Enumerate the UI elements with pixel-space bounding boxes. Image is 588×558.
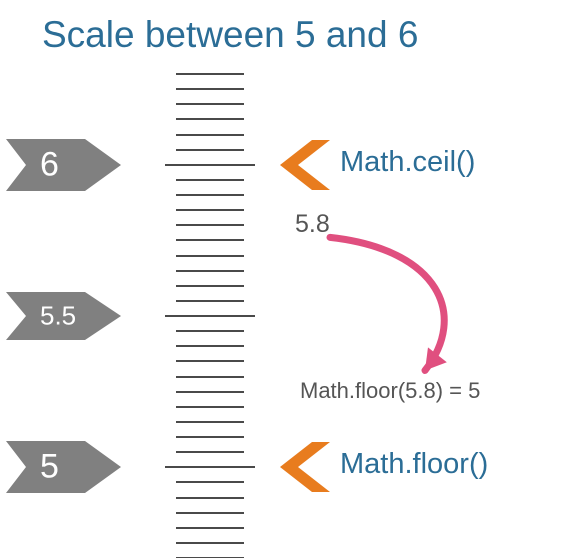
curved-arrow xyxy=(0,0,588,558)
